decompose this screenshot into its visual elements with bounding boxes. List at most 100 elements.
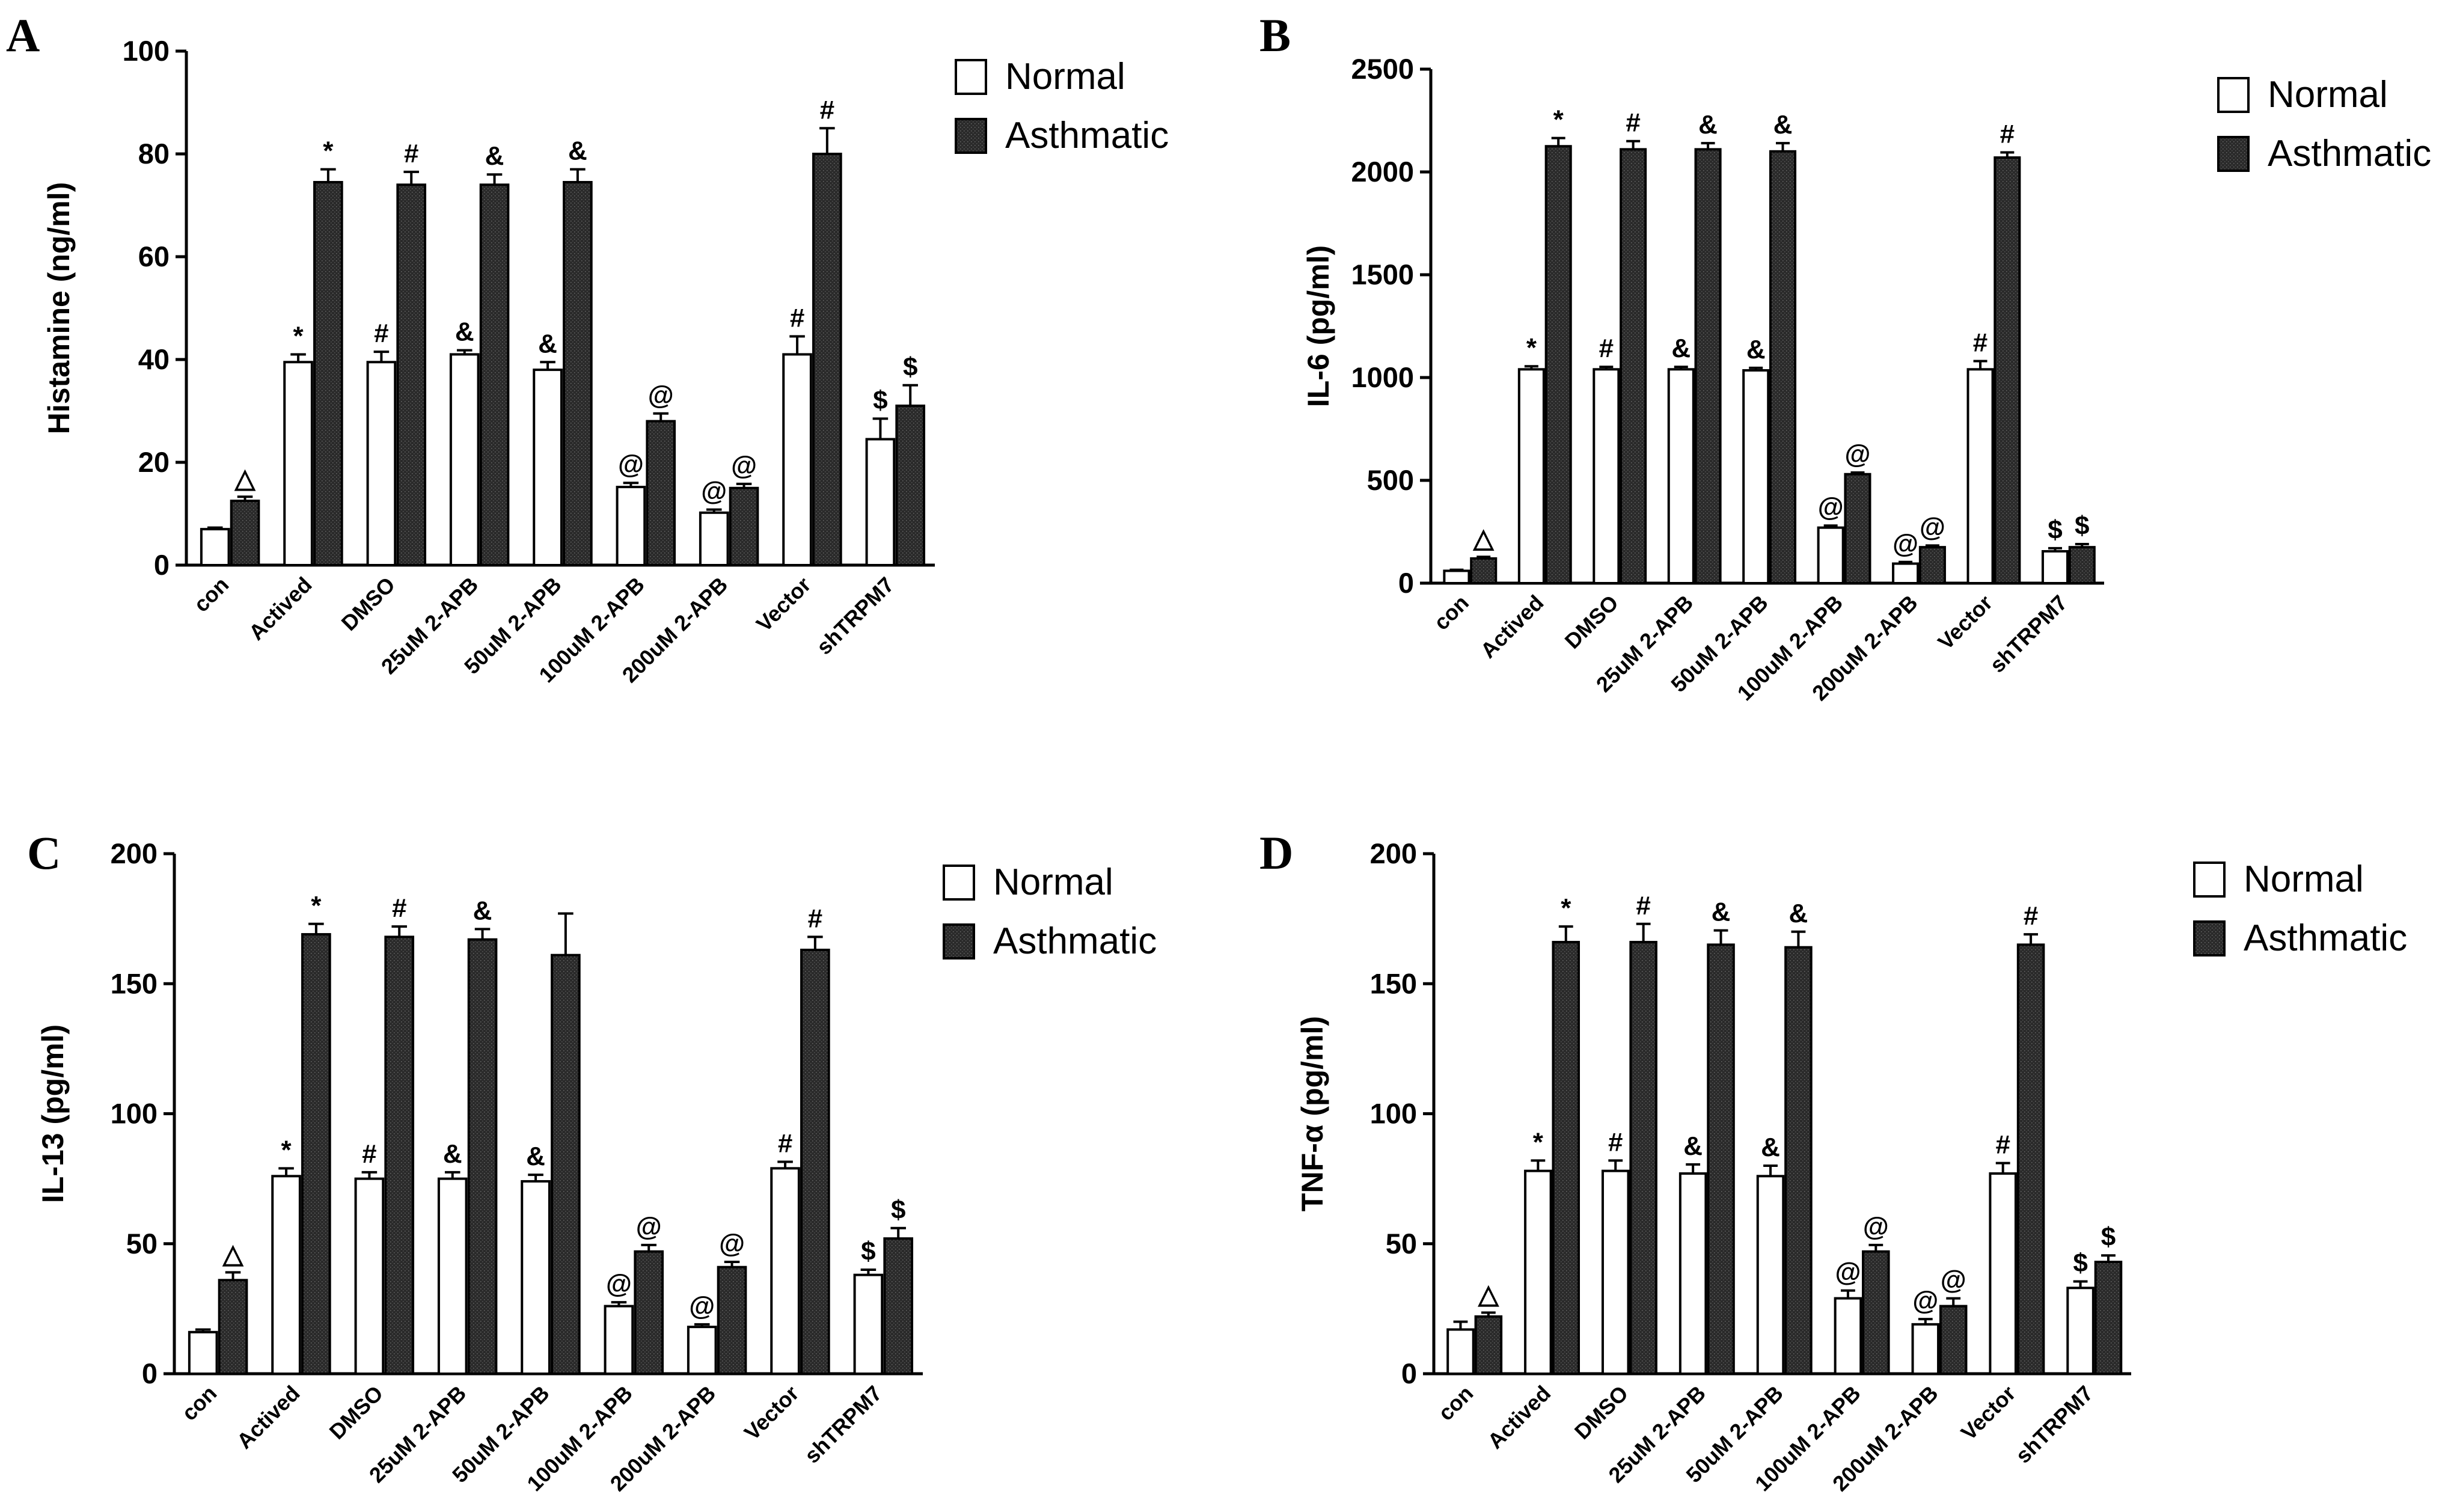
significance-mark: $ [2048,515,2062,545]
legend: Normal Asthmatic [2217,74,2431,174]
significance-mark: * [323,136,334,166]
significance-mark: * [311,891,322,920]
legend: Normal Asthmatic [955,56,1169,156]
significance-mark: # [820,95,834,124]
bar-normal [1911,1323,1940,1375]
bar-normal [1817,526,1844,584]
y-tick-label: 0 [1398,567,1414,599]
y-tick-label: 200 [1370,837,1417,869]
x-tick-label: Actived [244,572,317,645]
bar-normal [449,353,480,566]
bar-asthmatic [479,183,510,566]
y-axis-label: IL-6 (pg/ml) [1302,245,1335,407]
bar-normal [354,1177,385,1375]
significance-mark: # [1995,1130,2010,1160]
bar-normal [1593,368,1620,584]
legend-swatch-normal [2217,77,2250,113]
bar-asthmatic [717,1266,747,1376]
x-tick-label: con [1433,1381,1478,1425]
significance-mark: @ [606,1269,632,1299]
bar-normal [1678,1172,1707,1375]
x-tick-label: Actived [1483,1381,1555,1454]
y-tick-label: 50 [126,1228,158,1259]
significance-mark: $ [2075,511,2089,540]
bar-normal [1756,1175,1785,1376]
bar-asthmatic [729,486,759,566]
x-tick-label: Actived [1475,590,1548,663]
bar-asthmatic [1694,148,1722,584]
legend-swatch-normal [2193,862,2226,898]
significance-mark: @ [1912,1286,1938,1315]
x-tick-label: Vector [739,1381,804,1445]
significance-mark: & [1671,334,1691,363]
bar-normal [1446,1328,1475,1376]
significance-mark: △ [1478,1279,1499,1309]
bar-normal [2041,549,2069,584]
y-tick-label: 150 [111,967,158,999]
x-tick-label: Actived [232,1381,305,1454]
legend-swatch-asthmatic [2217,136,2250,172]
significance-mark: @ [1893,529,1918,559]
legend-swatch-normal [943,865,975,901]
bar-normal [1524,1169,1552,1376]
x-tick-label: con [177,1381,221,1425]
significance-mark: @ [1818,492,1844,522]
legend-swatch-asthmatic [2193,920,2226,956]
x-tick-label: con [189,572,233,617]
significance-mark: * [1561,893,1571,923]
significance-mark: @ [719,1229,745,1258]
bar-normal [853,1273,884,1375]
y-axis-label: IL-13 (pg/ml) [36,1024,70,1203]
y-tick-label: 60 [138,240,170,272]
bar-normal [1517,368,1545,584]
bar-normal [283,361,313,567]
bar-normal [1443,569,1470,584]
y-tick-label: 100 [1370,1098,1417,1130]
significance-mark: $ [2073,1248,2087,1278]
y-tick-label: 0 [1401,1357,1417,1389]
bar-normal [533,369,563,566]
significance-mark: * [1526,333,1537,363]
bar-asthmatic [1629,941,1657,1376]
significance-mark: * [1553,105,1564,135]
bar-asthmatic [812,153,842,566]
bar-asthmatic [1470,557,1498,585]
y-tick-label: 500 [1367,464,1414,496]
legend-swatch-asthmatic [955,118,987,154]
legend-label-asthmatic: Asthmatic [2268,133,2431,174]
significance-mark: # [1608,1127,1623,1157]
significance-mark: # [790,304,804,333]
y-tick-label: 100 [111,1098,158,1130]
significance-mark: # [1636,891,1650,920]
x-tick-label: Vector [1933,590,1997,655]
bar-asthmatic [2016,943,2045,1375]
bar-normal [865,438,896,567]
bar-asthmatic [1552,941,1580,1376]
significance-mark: @ [701,477,727,506]
bar-asthmatic [2094,1261,2123,1375]
panel-d: D 0 50 100 150 200 TNF-α (pg/ml) △ con * * Actived #… [1259,827,2407,1496]
panel-letter: A [6,9,40,61]
bar-asthmatic [1620,148,1647,584]
bar-normal [521,1180,551,1375]
y-tick-label: 80 [138,138,170,170]
bar-asthmatic [1769,150,1797,585]
significance-mark: @ [1941,1266,1966,1295]
bar-asthmatic [1784,946,1813,1375]
significance-mark: # [362,1139,376,1169]
bar-asthmatic [563,181,593,566]
bar-normal [1601,1169,1630,1376]
legend-label-asthmatic: Asthmatic [1005,115,1169,156]
bar-asthmatic [2068,546,2096,585]
bar-asthmatic [1707,943,1735,1375]
bar-asthmatic [218,1279,248,1376]
significance-mark: $ [861,1237,875,1266]
y-tick-label: 1000 [1351,361,1414,393]
significance-mark: @ [618,450,644,479]
significance-mark: $ [873,385,887,415]
x-tick-label: shTRPM7 [1985,590,2072,678]
significance-mark: $ [891,1195,905,1225]
bar-asthmatic [895,404,926,566]
significance-mark: & [1773,110,1793,139]
legend: Normal Asthmatic [2193,859,2407,959]
